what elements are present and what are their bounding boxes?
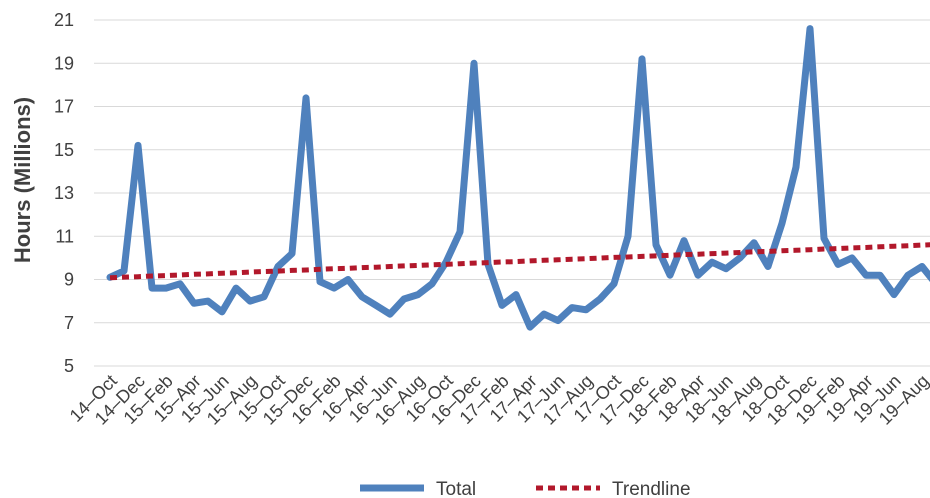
- y-tick-label: 11: [55, 226, 74, 246]
- y-tick-label: 21: [54, 10, 74, 30]
- y-tick-label: 13: [54, 183, 74, 203]
- legend: Total Trendline: [360, 479, 691, 498]
- y-tick-label: 17: [54, 97, 74, 117]
- y-axis-tick-labels: 5 7 9 11 13 15 17 19 21: [54, 10, 74, 376]
- y-tick-label: 9: [64, 270, 74, 290]
- y-tick-label: 7: [64, 313, 74, 333]
- y-axis-title: Hours (Millions): [10, 97, 35, 263]
- gridlines: [94, 19, 930, 367]
- legend-label-total: Total: [436, 479, 476, 498]
- series-line-total: [106, 25, 930, 331]
- y-tick-label: 19: [54, 53, 74, 73]
- series-line-trendline: [109, 242, 930, 281]
- y-tick-label: 5: [64, 356, 74, 376]
- legend-label-trendline: Trendline: [612, 479, 691, 498]
- x-axis-tick-labels: 14–Oct14–Dec15–Feb15–Apr15–Jun15–Aug15–O…: [66, 371, 930, 429]
- y-tick-label: 15: [54, 140, 74, 160]
- series-lines: [106, 25, 930, 331]
